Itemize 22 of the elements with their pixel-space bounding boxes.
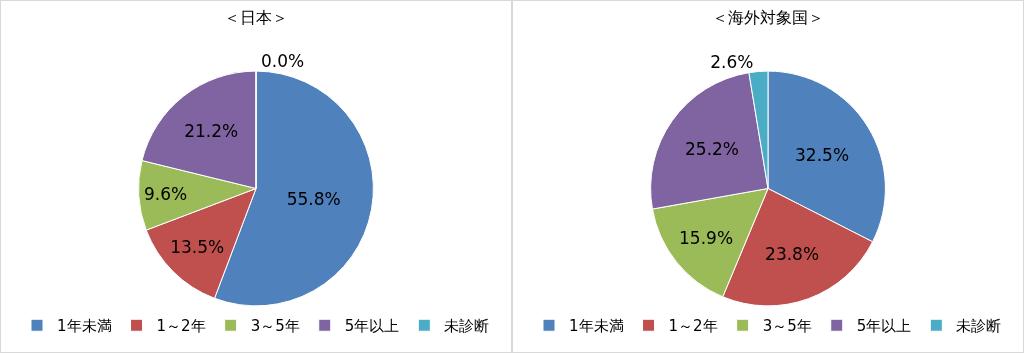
data-label: 21.2% [184,121,239,142]
data-label: 15.9% [679,228,734,249]
data-label: 2.6% [710,51,754,72]
legend-label: 1年未満 [57,317,112,336]
data-label: 13.5% [170,237,225,258]
data-label: 25.2% [685,138,740,159]
legend-label: 5年以上 [856,317,912,336]
legend-label: 未診断 [956,317,1002,336]
data-label: 23.8% [765,244,820,265]
legend-label: 3～5年 [250,317,300,336]
legend-label: 1～2年 [668,317,718,336]
legend-label: 3～5年 [762,317,812,336]
chart-title: ＜海外対象国＞ [712,7,824,27]
data-label: 32.5% [795,145,850,166]
legend-label: 1年未満 [569,317,624,336]
legend-label: 未診断 [444,317,490,336]
legend-label: 5年以上 [344,317,400,336]
data-label: 55.8% [286,189,341,210]
text: 0.0% [261,51,305,72]
chart-title: ＜日本＞ [224,7,288,27]
legend-label: 1～2年 [156,317,206,336]
data-label: 9.6% [144,184,188,205]
